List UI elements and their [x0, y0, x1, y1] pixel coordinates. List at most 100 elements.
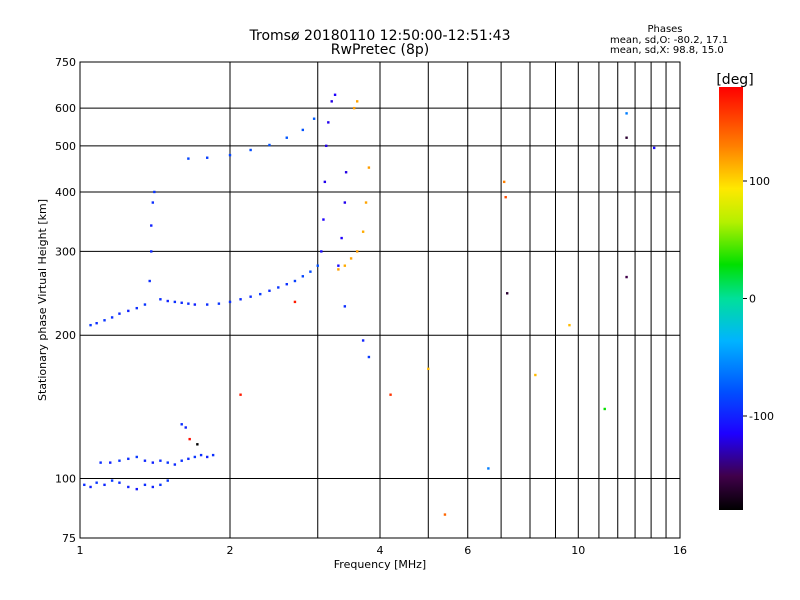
echo-point: [320, 250, 323, 253]
echo-point: [110, 316, 114, 319]
echo-point: [389, 393, 392, 396]
echo-point: [367, 166, 371, 169]
echo-point: [109, 461, 112, 464]
echo-point: [285, 283, 288, 286]
x-axis: 1 2 4 6 10 16: [77, 544, 688, 557]
echo-point: [239, 298, 242, 301]
echo-point: [199, 453, 203, 457]
echo-point: [504, 195, 507, 199]
echo-point: [148, 279, 151, 283]
echo-point: [151, 461, 155, 464]
echo-point: [187, 157, 190, 160]
echo-point: [180, 301, 183, 304]
echo-point: [118, 459, 121, 462]
y-tick-label: 600: [55, 102, 76, 115]
echo-point: [205, 156, 209, 159]
echo-point: [301, 275, 305, 278]
echo-point: [333, 93, 337, 96]
echo-point: [427, 367, 430, 371]
echo-point: [228, 153, 232, 157]
echo-point: [652, 146, 656, 150]
y-tick-label: 75: [62, 532, 76, 545]
echo-point: [135, 487, 138, 491]
echo-point: [343, 305, 347, 308]
stats-label: Phases: [647, 24, 682, 35]
echo-point: [340, 236, 343, 240]
echo-point: [127, 309, 130, 313]
echo-point: [285, 136, 288, 139]
echo-point: [487, 467, 490, 470]
x-tick-label: 16: [673, 544, 687, 557]
echo-point: [173, 463, 177, 466]
echo-point: [330, 100, 333, 103]
echo-point: [205, 303, 209, 306]
x-axis-title: Frequency [MHz]: [334, 558, 426, 571]
chart-subtitle: RwPretec (8p): [331, 42, 429, 58]
echo-point: [166, 479, 169, 482]
echo-point: [150, 250, 153, 253]
echo-point: [151, 485, 155, 489]
echo-point: [239, 393, 242, 396]
echo-point: [95, 321, 98, 325]
echo-point: [150, 224, 153, 227]
x-tick-label: 4: [377, 544, 384, 557]
chart-title: Tromsø 20180110 12:50:00-12:51:43: [249, 28, 511, 44]
echo-point: [89, 485, 92, 489]
echo-point: [118, 312, 121, 315]
echo-point: [625, 275, 628, 279]
echo-point: [625, 136, 628, 139]
echo-point: [312, 117, 316, 120]
echo-point: [193, 303, 197, 306]
echo-point: [95, 481, 98, 484]
echo-point: [268, 289, 271, 292]
echo-point: [277, 286, 280, 289]
echo-point: [249, 295, 252, 298]
echo-point: [127, 457, 130, 461]
echo-point: [159, 483, 162, 487]
y-tick-label: 300: [55, 245, 76, 258]
echo-point: [187, 457, 190, 461]
stats-x-mode: mean, sd,X: 98.8, 15.0: [610, 45, 724, 56]
echo-point: [309, 270, 312, 273]
echo-point: [301, 128, 305, 132]
echo-point: [355, 250, 359, 253]
echo-point: [337, 268, 340, 271]
echo-point: [188, 437, 191, 441]
echo-point: [367, 355, 371, 359]
echo-point: [135, 455, 138, 459]
echo-point: [118, 481, 121, 484]
echo-point: [99, 461, 102, 464]
colorbar-tick-label: 100: [749, 175, 770, 188]
x-tick-label: 2: [227, 544, 234, 557]
echo-point: [143, 483, 147, 487]
echo-point: [322, 218, 325, 221]
echo-point: [193, 455, 197, 459]
echo-point: [293, 300, 297, 304]
echo-point: [361, 339, 365, 342]
echo-point: [159, 298, 162, 301]
y-tick-label: 750: [55, 56, 76, 69]
echo-point: [103, 319, 106, 322]
echo-point: [166, 299, 169, 303]
echo-point: [217, 302, 221, 305]
echo-point: [327, 121, 330, 124]
echo-point: [268, 143, 271, 147]
echo-point: [349, 257, 353, 260]
echo-point: [344, 171, 348, 174]
echo-point: [355, 100, 359, 103]
echo-point: [343, 201, 347, 204]
echo-point: [505, 292, 509, 295]
colorbar-gradient: [719, 87, 743, 510]
x-tick-label: 10: [571, 544, 585, 557]
x-tick-label: 1: [77, 544, 84, 557]
echo-point: [166, 461, 169, 464]
echo-point: [502, 180, 506, 184]
echo-point: [337, 264, 340, 267]
echo-point: [83, 483, 86, 487]
y-tick-label: 500: [55, 140, 76, 153]
echo-point: [143, 303, 147, 306]
echo-point: [135, 306, 138, 310]
echo-point: [364, 201, 368, 204]
y-axis-title: Stationary phase Virtual Height [km]: [36, 199, 49, 401]
echo-point: [534, 373, 537, 377]
